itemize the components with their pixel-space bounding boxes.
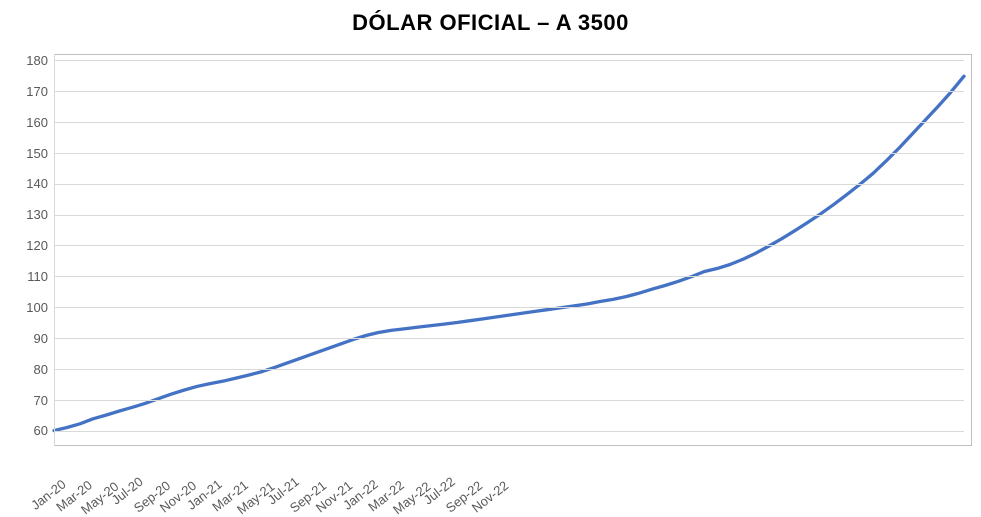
y-tick-label: 80: [10, 362, 48, 377]
y-gridline: [54, 91, 964, 92]
dolar-oficial-chart: DÓLAR OFICIAL – A 3500: [0, 0, 981, 512]
chart-title: DÓLAR OFICIAL – A 3500: [0, 10, 981, 36]
y-tick-label: 130: [10, 207, 48, 222]
y-tick-label: 180: [10, 53, 48, 68]
plot-area: [54, 54, 964, 446]
y-gridline: [54, 184, 964, 185]
y-gridline: [54, 338, 964, 339]
y-tick-label: 150: [10, 146, 48, 161]
y-gridline: [54, 276, 964, 277]
y-tick-label: 70: [10, 393, 48, 408]
y-tick-label: 60: [10, 423, 48, 438]
line-series: [54, 54, 964, 446]
y-gridline: [54, 215, 964, 216]
y-tick-label: 120: [10, 238, 48, 253]
series-line: [54, 76, 964, 430]
y-gridline: [54, 369, 964, 370]
y-gridline: [54, 307, 964, 308]
y-tick-label: 170: [10, 84, 48, 99]
y-gridline: [54, 400, 964, 401]
y-gridline: [54, 122, 964, 123]
y-gridline: [54, 245, 964, 246]
y-gridline: [54, 60, 964, 61]
y-tick-label: 110: [10, 269, 48, 284]
x-zero-gridline: [54, 54, 55, 446]
y-gridline: [54, 431, 964, 432]
y-tick-label: 100: [10, 300, 48, 315]
y-tick-label: 140: [10, 176, 48, 191]
y-gridline: [54, 153, 964, 154]
y-tick-label: 160: [10, 115, 48, 130]
y-tick-label: 90: [10, 331, 48, 346]
